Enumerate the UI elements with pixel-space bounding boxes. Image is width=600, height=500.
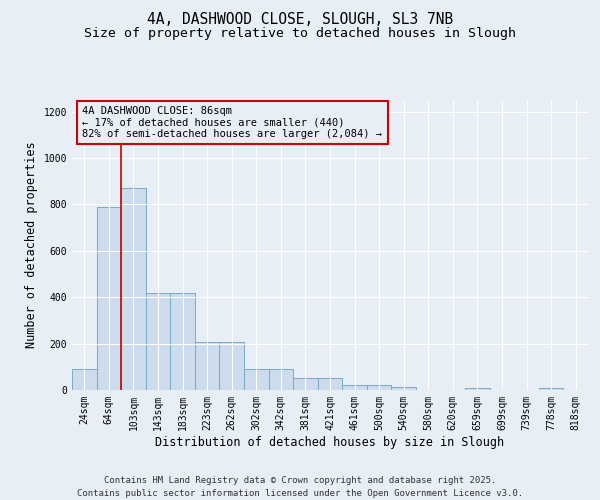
Bar [170, 292, 195, 390]
Bar [539, 388, 563, 390]
Bar [391, 386, 416, 390]
Bar [121, 188, 146, 390]
Bar [342, 386, 367, 390]
Bar [220, 342, 244, 390]
Text: 4A, DASHWOOD CLOSE, SLOUGH, SL3 7NB: 4A, DASHWOOD CLOSE, SLOUGH, SL3 7NB [147, 12, 453, 28]
Text: 4A DASHWOOD CLOSE: 86sqm
← 17% of detached houses are smaller (440)
82% of semi-: 4A DASHWOOD CLOSE: 86sqm ← 17% of detach… [82, 106, 382, 139]
Bar [269, 369, 293, 390]
X-axis label: Distribution of detached houses by size in Slough: Distribution of detached houses by size … [155, 436, 505, 448]
Bar [367, 386, 391, 390]
Text: Contains HM Land Registry data © Crown copyright and database right 2025.
Contai: Contains HM Land Registry data © Crown c… [77, 476, 523, 498]
Bar [195, 342, 220, 390]
Y-axis label: Number of detached properties: Number of detached properties [25, 142, 38, 348]
Bar [146, 292, 170, 390]
Text: Size of property relative to detached houses in Slough: Size of property relative to detached ho… [84, 28, 516, 40]
Bar [293, 378, 318, 390]
Bar [72, 369, 97, 390]
Bar [97, 206, 121, 390]
Bar [465, 388, 490, 390]
Bar [318, 378, 342, 390]
Bar [244, 369, 269, 390]
